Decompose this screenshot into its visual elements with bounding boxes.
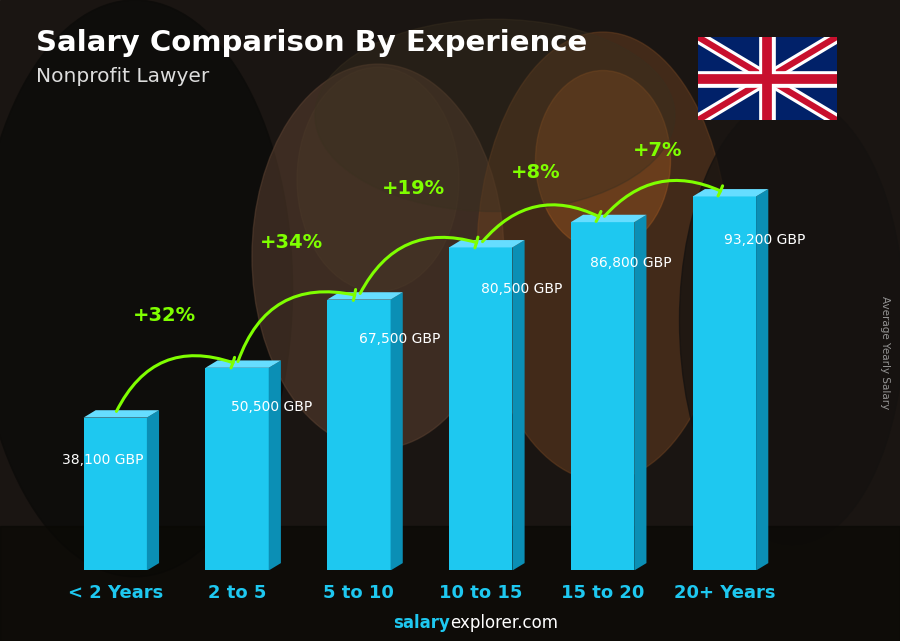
Text: 50,500 GBP: 50,500 GBP (231, 400, 312, 414)
Text: 93,200 GBP: 93,200 GBP (724, 233, 806, 247)
Polygon shape (147, 410, 159, 570)
Polygon shape (571, 215, 646, 222)
Ellipse shape (252, 64, 504, 449)
Ellipse shape (297, 67, 459, 292)
Ellipse shape (0, 0, 292, 577)
Text: +8%: +8% (511, 163, 561, 181)
Text: 67,500 GBP: 67,500 GBP (359, 331, 440, 345)
Bar (571, 222, 634, 570)
Polygon shape (205, 360, 281, 368)
Bar (84, 417, 147, 570)
Ellipse shape (680, 96, 900, 545)
Polygon shape (693, 189, 769, 196)
Polygon shape (634, 215, 646, 570)
Polygon shape (449, 240, 525, 247)
Polygon shape (756, 189, 769, 570)
Text: Nonprofit Lawyer: Nonprofit Lawyer (36, 67, 209, 87)
Text: 80,500 GBP: 80,500 GBP (481, 281, 562, 296)
Polygon shape (328, 292, 403, 299)
Text: +19%: +19% (382, 179, 446, 197)
Text: Average Yearly Salary: Average Yearly Salary (879, 296, 890, 409)
Text: 38,100 GBP: 38,100 GBP (61, 453, 143, 467)
Text: salary: salary (393, 614, 450, 632)
Text: +34%: +34% (260, 233, 323, 252)
Bar (205, 368, 269, 570)
Ellipse shape (536, 71, 670, 250)
Text: explorer.com: explorer.com (450, 614, 558, 632)
Bar (449, 247, 512, 570)
Ellipse shape (315, 19, 675, 212)
Text: +7%: +7% (633, 142, 682, 160)
Bar (693, 196, 756, 570)
Polygon shape (391, 292, 403, 570)
Ellipse shape (477, 32, 729, 481)
Polygon shape (269, 360, 281, 570)
Text: 86,800 GBP: 86,800 GBP (590, 256, 672, 271)
Text: Salary Comparison By Experience: Salary Comparison By Experience (36, 29, 587, 57)
Bar (328, 299, 391, 570)
Polygon shape (84, 410, 159, 417)
Polygon shape (512, 240, 525, 570)
Bar (0, 526, 900, 641)
Text: +32%: +32% (132, 306, 195, 325)
